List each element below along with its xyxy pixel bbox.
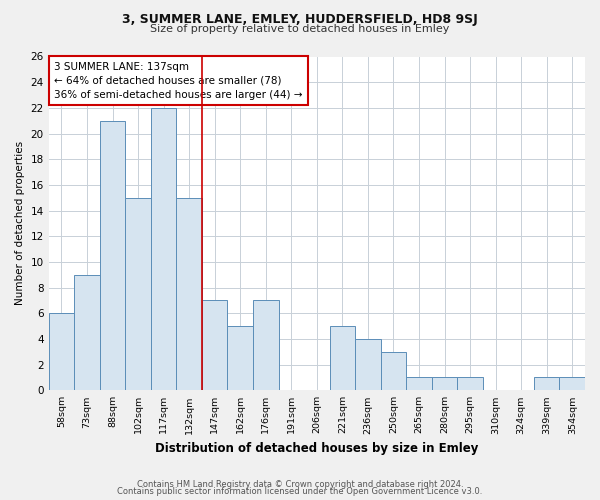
Text: Contains public sector information licensed under the Open Government Licence v3: Contains public sector information licen… <box>118 487 482 496</box>
Bar <box>202 300 227 390</box>
Bar <box>253 300 278 390</box>
Bar <box>457 378 483 390</box>
Bar <box>100 120 125 390</box>
Bar <box>227 326 253 390</box>
Bar <box>176 198 202 390</box>
Bar <box>380 352 406 391</box>
Bar <box>125 198 151 390</box>
Bar <box>151 108 176 391</box>
X-axis label: Distribution of detached houses by size in Emley: Distribution of detached houses by size … <box>155 442 479 455</box>
Bar <box>432 378 457 390</box>
Bar <box>355 339 380 390</box>
Bar <box>559 378 585 390</box>
Bar <box>406 378 432 390</box>
Bar <box>329 326 355 390</box>
Y-axis label: Number of detached properties: Number of detached properties <box>15 142 25 306</box>
Text: 3 SUMMER LANE: 137sqm
← 64% of detached houses are smaller (78)
36% of semi-deta: 3 SUMMER LANE: 137sqm ← 64% of detached … <box>54 62 302 100</box>
Bar <box>534 378 559 390</box>
Text: Contains HM Land Registry data © Crown copyright and database right 2024.: Contains HM Land Registry data © Crown c… <box>137 480 463 489</box>
Bar <box>74 275 100 390</box>
Bar <box>49 314 74 390</box>
Text: Size of property relative to detached houses in Emley: Size of property relative to detached ho… <box>151 24 449 34</box>
Text: 3, SUMMER LANE, EMLEY, HUDDERSFIELD, HD8 9SJ: 3, SUMMER LANE, EMLEY, HUDDERSFIELD, HD8… <box>122 12 478 26</box>
